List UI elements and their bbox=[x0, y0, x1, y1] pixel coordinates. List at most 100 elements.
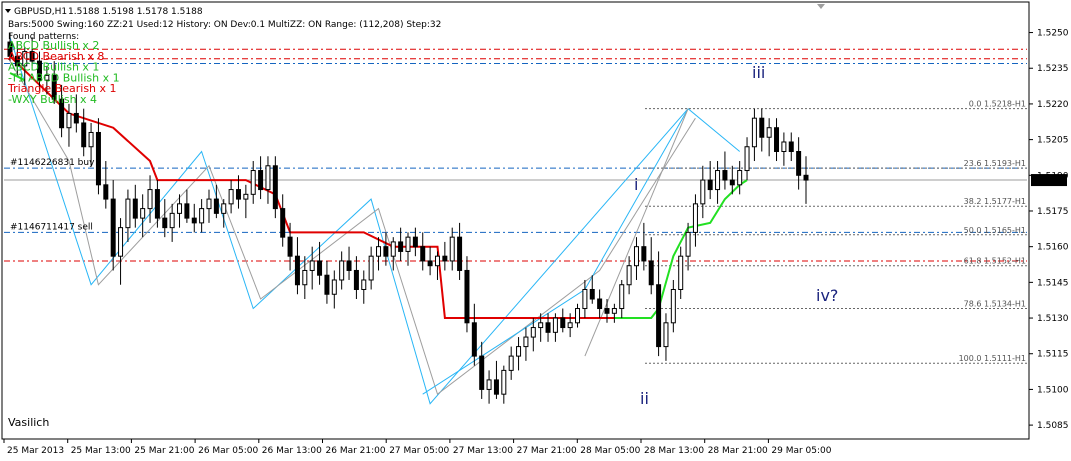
candle[interactable] bbox=[464, 269, 470, 324]
candle[interactable] bbox=[383, 246, 389, 257]
candle[interactable] bbox=[685, 231, 691, 257]
candle[interactable] bbox=[670, 288, 676, 324]
candle[interactable] bbox=[604, 308, 610, 314]
candle[interactable] bbox=[597, 298, 603, 310]
candle[interactable] bbox=[184, 203, 190, 219]
candle[interactable] bbox=[7, 41, 13, 57]
candle[interactable] bbox=[641, 246, 647, 262]
candle[interactable] bbox=[51, 74, 57, 100]
candle[interactable] bbox=[759, 117, 765, 138]
candle[interactable] bbox=[449, 236, 455, 262]
candle[interactable] bbox=[235, 189, 241, 200]
chart-shift-icon[interactable] bbox=[817, 4, 825, 9]
candle[interactable] bbox=[442, 255, 448, 262]
candle[interactable] bbox=[530, 327, 536, 338]
candle[interactable] bbox=[258, 170, 264, 191]
candle[interactable] bbox=[110, 198, 116, 257]
candle[interactable] bbox=[545, 322, 551, 333]
plot-area[interactable] bbox=[1, 1, 1030, 440]
candle[interactable] bbox=[302, 269, 308, 286]
candle[interactable] bbox=[398, 241, 404, 252]
candle[interactable] bbox=[147, 189, 153, 210]
candle[interactable] bbox=[427, 260, 433, 267]
candle[interactable] bbox=[376, 246, 382, 257]
candle[interactable] bbox=[361, 279, 367, 290]
candle[interactable] bbox=[788, 141, 794, 153]
candle[interactable] bbox=[29, 51, 35, 62]
candle[interactable] bbox=[309, 260, 315, 271]
candle[interactable] bbox=[95, 131, 101, 186]
candle[interactable] bbox=[493, 379, 499, 395]
candle[interactable] bbox=[125, 198, 131, 229]
candle[interactable] bbox=[692, 203, 698, 233]
candle[interactable] bbox=[774, 127, 780, 153]
candle[interactable] bbox=[744, 146, 750, 172]
candle[interactable] bbox=[715, 170, 721, 191]
wave-channel-line[interactable] bbox=[584, 108, 689, 357]
candle[interactable] bbox=[280, 208, 286, 238]
candle[interactable] bbox=[678, 255, 684, 290]
candle[interactable] bbox=[368, 255, 374, 281]
candle[interactable] bbox=[287, 236, 293, 257]
candle[interactable] bbox=[103, 184, 109, 200]
candle[interactable] bbox=[331, 279, 337, 295]
candle[interactable] bbox=[589, 288, 595, 300]
candle[interactable] bbox=[575, 308, 581, 324]
candle[interactable] bbox=[412, 236, 418, 248]
candle[interactable] bbox=[457, 236, 463, 271]
candle[interactable] bbox=[560, 317, 566, 329]
candle[interactable] bbox=[803, 174, 809, 181]
candle[interactable] bbox=[722, 170, 728, 181]
candle[interactable] bbox=[169, 212, 175, 229]
candle[interactable] bbox=[206, 198, 212, 210]
candle[interactable] bbox=[88, 131, 94, 148]
candle[interactable] bbox=[611, 308, 617, 314]
trend-indicator-green[interactable] bbox=[9, 72, 26, 82]
candle[interactable] bbox=[523, 336, 529, 348]
candle[interactable] bbox=[663, 322, 669, 348]
candle[interactable] bbox=[118, 227, 124, 257]
candle[interactable] bbox=[243, 193, 249, 200]
candle[interactable] bbox=[132, 198, 138, 219]
candle[interactable] bbox=[140, 208, 146, 219]
candle[interactable] bbox=[154, 189, 160, 219]
candle[interactable] bbox=[265, 165, 271, 191]
menu-arrow-icon[interactable] bbox=[5, 9, 11, 13]
candle[interactable] bbox=[700, 179, 706, 205]
candle[interactable] bbox=[567, 322, 573, 329]
pattern-line[interactable] bbox=[9, 60, 696, 396]
candle[interactable] bbox=[471, 322, 477, 357]
candle[interactable] bbox=[707, 179, 713, 191]
candle[interactable] bbox=[766, 127, 772, 138]
candle[interactable] bbox=[582, 288, 588, 310]
candle[interactable] bbox=[656, 284, 662, 348]
candle[interactable] bbox=[339, 260, 345, 281]
candle[interactable] bbox=[781, 141, 787, 153]
candle[interactable] bbox=[486, 379, 492, 390]
candle[interactable] bbox=[324, 274, 330, 295]
candle[interactable] bbox=[353, 269, 359, 290]
candle[interactable] bbox=[66, 112, 72, 129]
candle[interactable] bbox=[199, 208, 205, 224]
candle[interactable] bbox=[420, 246, 426, 262]
candle[interactable] bbox=[294, 255, 300, 286]
candle[interactable] bbox=[250, 170, 256, 195]
candle[interactable] bbox=[508, 355, 514, 371]
candle[interactable] bbox=[346, 260, 352, 271]
candle[interactable] bbox=[162, 217, 168, 229]
candle[interactable] bbox=[552, 317, 558, 333]
candle[interactable] bbox=[191, 217, 197, 224]
candle[interactable] bbox=[73, 112, 79, 124]
candle[interactable] bbox=[221, 203, 227, 214]
candle[interactable] bbox=[434, 255, 440, 267]
candle[interactable] bbox=[479, 355, 485, 390]
candle[interactable] bbox=[228, 189, 234, 205]
candle[interactable] bbox=[390, 241, 396, 257]
candle[interactable] bbox=[626, 265, 632, 286]
candle[interactable] bbox=[619, 284, 625, 310]
candle[interactable] bbox=[317, 260, 323, 276]
candle[interactable] bbox=[751, 117, 757, 148]
candle[interactable] bbox=[538, 322, 544, 329]
